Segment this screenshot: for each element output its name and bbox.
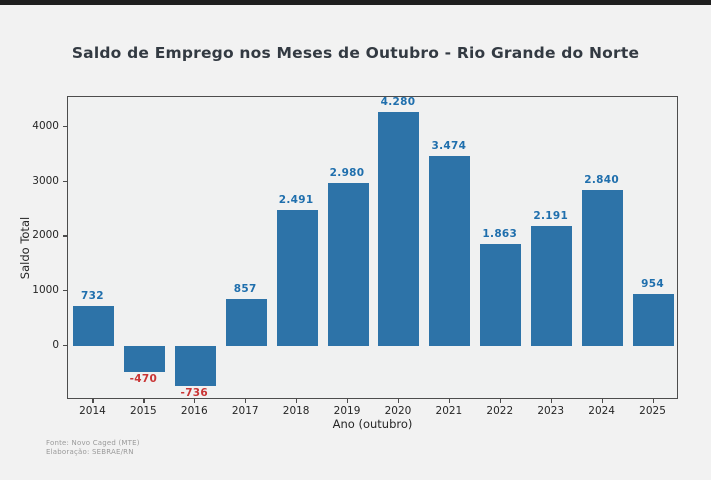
- x-tick-label: 2024: [588, 405, 615, 417]
- bar-value-label: -736: [180, 387, 209, 400]
- x-tick-mark: [143, 399, 145, 403]
- x-tick-mark: [194, 399, 196, 403]
- bar-2017: [225, 299, 267, 347]
- bar-value-label: 857: [233, 283, 257, 296]
- chart-title: Saldo de Emprego nos Meses de Outubro - …: [71, 44, 640, 62]
- source-note: Fonte: Novo Caged (MTE) Elaboração: SEBR…: [46, 439, 140, 457]
- plot-area: [67, 96, 678, 399]
- x-tick-label: 2015: [130, 405, 157, 417]
- y-tick-mark: [63, 345, 67, 347]
- y-tick-label: 2000: [32, 229, 59, 242]
- x-tick-label: 2019: [333, 405, 361, 417]
- y-tick-label: 4000: [32, 119, 59, 132]
- bar-2025: [633, 293, 675, 347]
- y-tick-mark: [63, 235, 67, 237]
- x-tick-label: 2023: [537, 405, 565, 417]
- y-tick-mark: [63, 290, 67, 292]
- bar-2022: [480, 243, 522, 346]
- x-tick-label: 2021: [435, 405, 463, 417]
- bar-value-label: 1.863: [482, 227, 518, 240]
- elaboration-line: Elaboração: SEBRAE/RN: [46, 448, 134, 456]
- x-tick-mark: [347, 399, 349, 403]
- x-tick-label: 2017: [231, 405, 259, 417]
- bar-2020: [378, 111, 420, 347]
- x-tick-label: 2016: [180, 405, 208, 417]
- y-tick-label: 3000: [32, 174, 59, 187]
- source-line: Fonte: Novo Caged (MTE): [46, 439, 140, 447]
- x-tick-label: 2018: [282, 405, 310, 417]
- y-tick-label: 1000: [32, 284, 59, 297]
- y-tick-mark: [63, 180, 67, 182]
- x-tick-mark: [448, 399, 451, 403]
- x-tick-mark: [550, 399, 552, 403]
- x-tick-mark: [92, 399, 94, 403]
- x-tick-mark: [499, 399, 501, 403]
- bar-value-label: 2.191: [533, 209, 569, 222]
- window-top-edge: [0, 0, 711, 5]
- y-tick-mark: [63, 125, 67, 128]
- bar-value-label: 2.491: [278, 193, 314, 206]
- bar-2018: [276, 209, 318, 347]
- bar-value-label: 2.840: [584, 174, 619, 187]
- bar-2016: [174, 346, 216, 387]
- x-tick-mark: [296, 399, 298, 403]
- bar-value-label: -470: [129, 372, 158, 385]
- x-tick-mark: [397, 399, 400, 403]
- bar-2021: [429, 155, 471, 347]
- x-tick-label: 2025: [639, 405, 666, 417]
- bar-2019: [327, 182, 369, 346]
- bar-value-label: 4.280: [380, 95, 416, 108]
- x-axis-label: Ano (outubro): [332, 417, 413, 431]
- x-tick-mark: [652, 399, 654, 403]
- bar-value-label: 732: [81, 289, 104, 302]
- bar-value-label: 2.980: [329, 166, 365, 179]
- bar-2015: [123, 346, 165, 372]
- x-tick-label: 2022: [486, 405, 514, 417]
- bar-2023: [531, 225, 573, 347]
- bar-value-label: 954: [641, 277, 664, 290]
- y-axis-label: Saldo Total: [18, 216, 32, 280]
- x-tick-label: 2020: [384, 405, 412, 417]
- x-tick-mark: [601, 399, 603, 403]
- x-tick-mark: [245, 399, 247, 403]
- y-tick-label: 0: [52, 339, 59, 352]
- bar-2014: [72, 305, 114, 347]
- x-tick-label: 2014: [79, 405, 106, 417]
- bar-value-label: 3.474: [431, 139, 467, 152]
- bar-2024: [582, 190, 624, 347]
